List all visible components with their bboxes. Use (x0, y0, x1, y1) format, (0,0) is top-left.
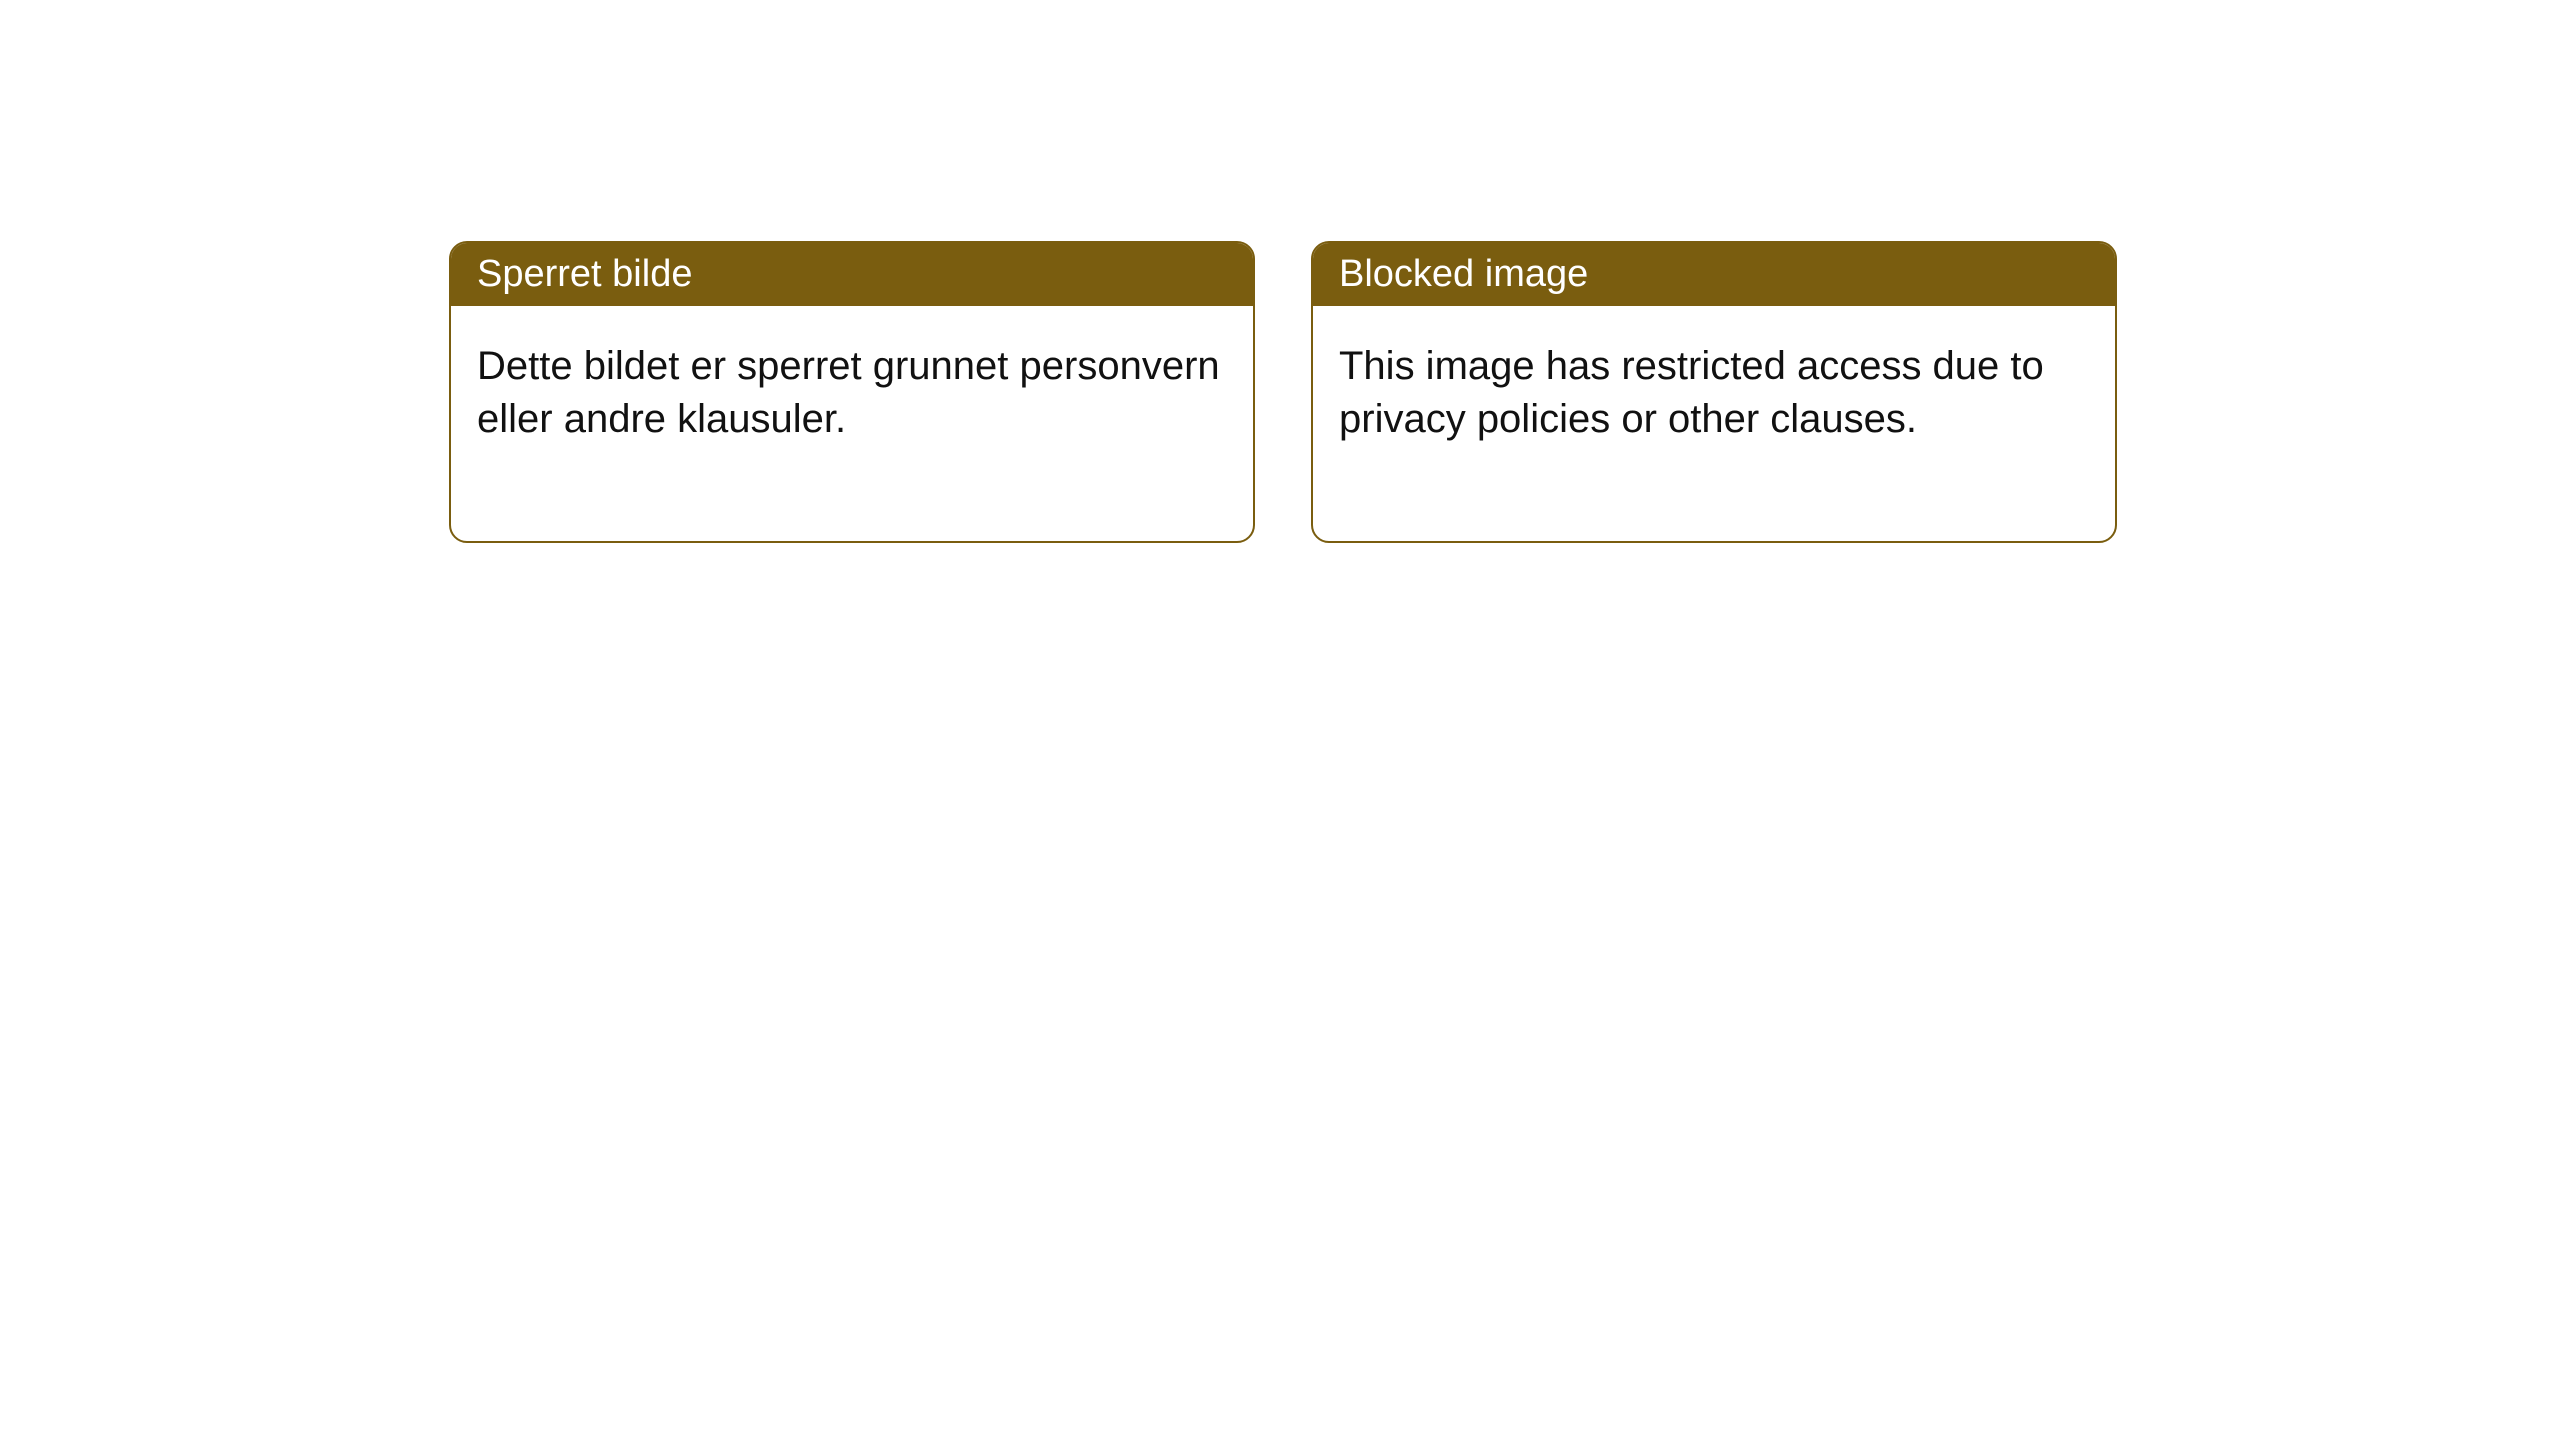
notice-card-en: Blocked image This image has restricted … (1311, 241, 2117, 543)
notice-card-no: Sperret bilde Dette bildet er sperret gr… (449, 241, 1255, 543)
notice-container: Sperret bilde Dette bildet er sperret gr… (0, 0, 2560, 543)
notice-title-no: Sperret bilde (451, 243, 1253, 306)
notice-body-en: This image has restricted access due to … (1313, 306, 2115, 541)
notice-title-en: Blocked image (1313, 243, 2115, 306)
notice-body-no: Dette bildet er sperret grunnet personve… (451, 306, 1253, 541)
